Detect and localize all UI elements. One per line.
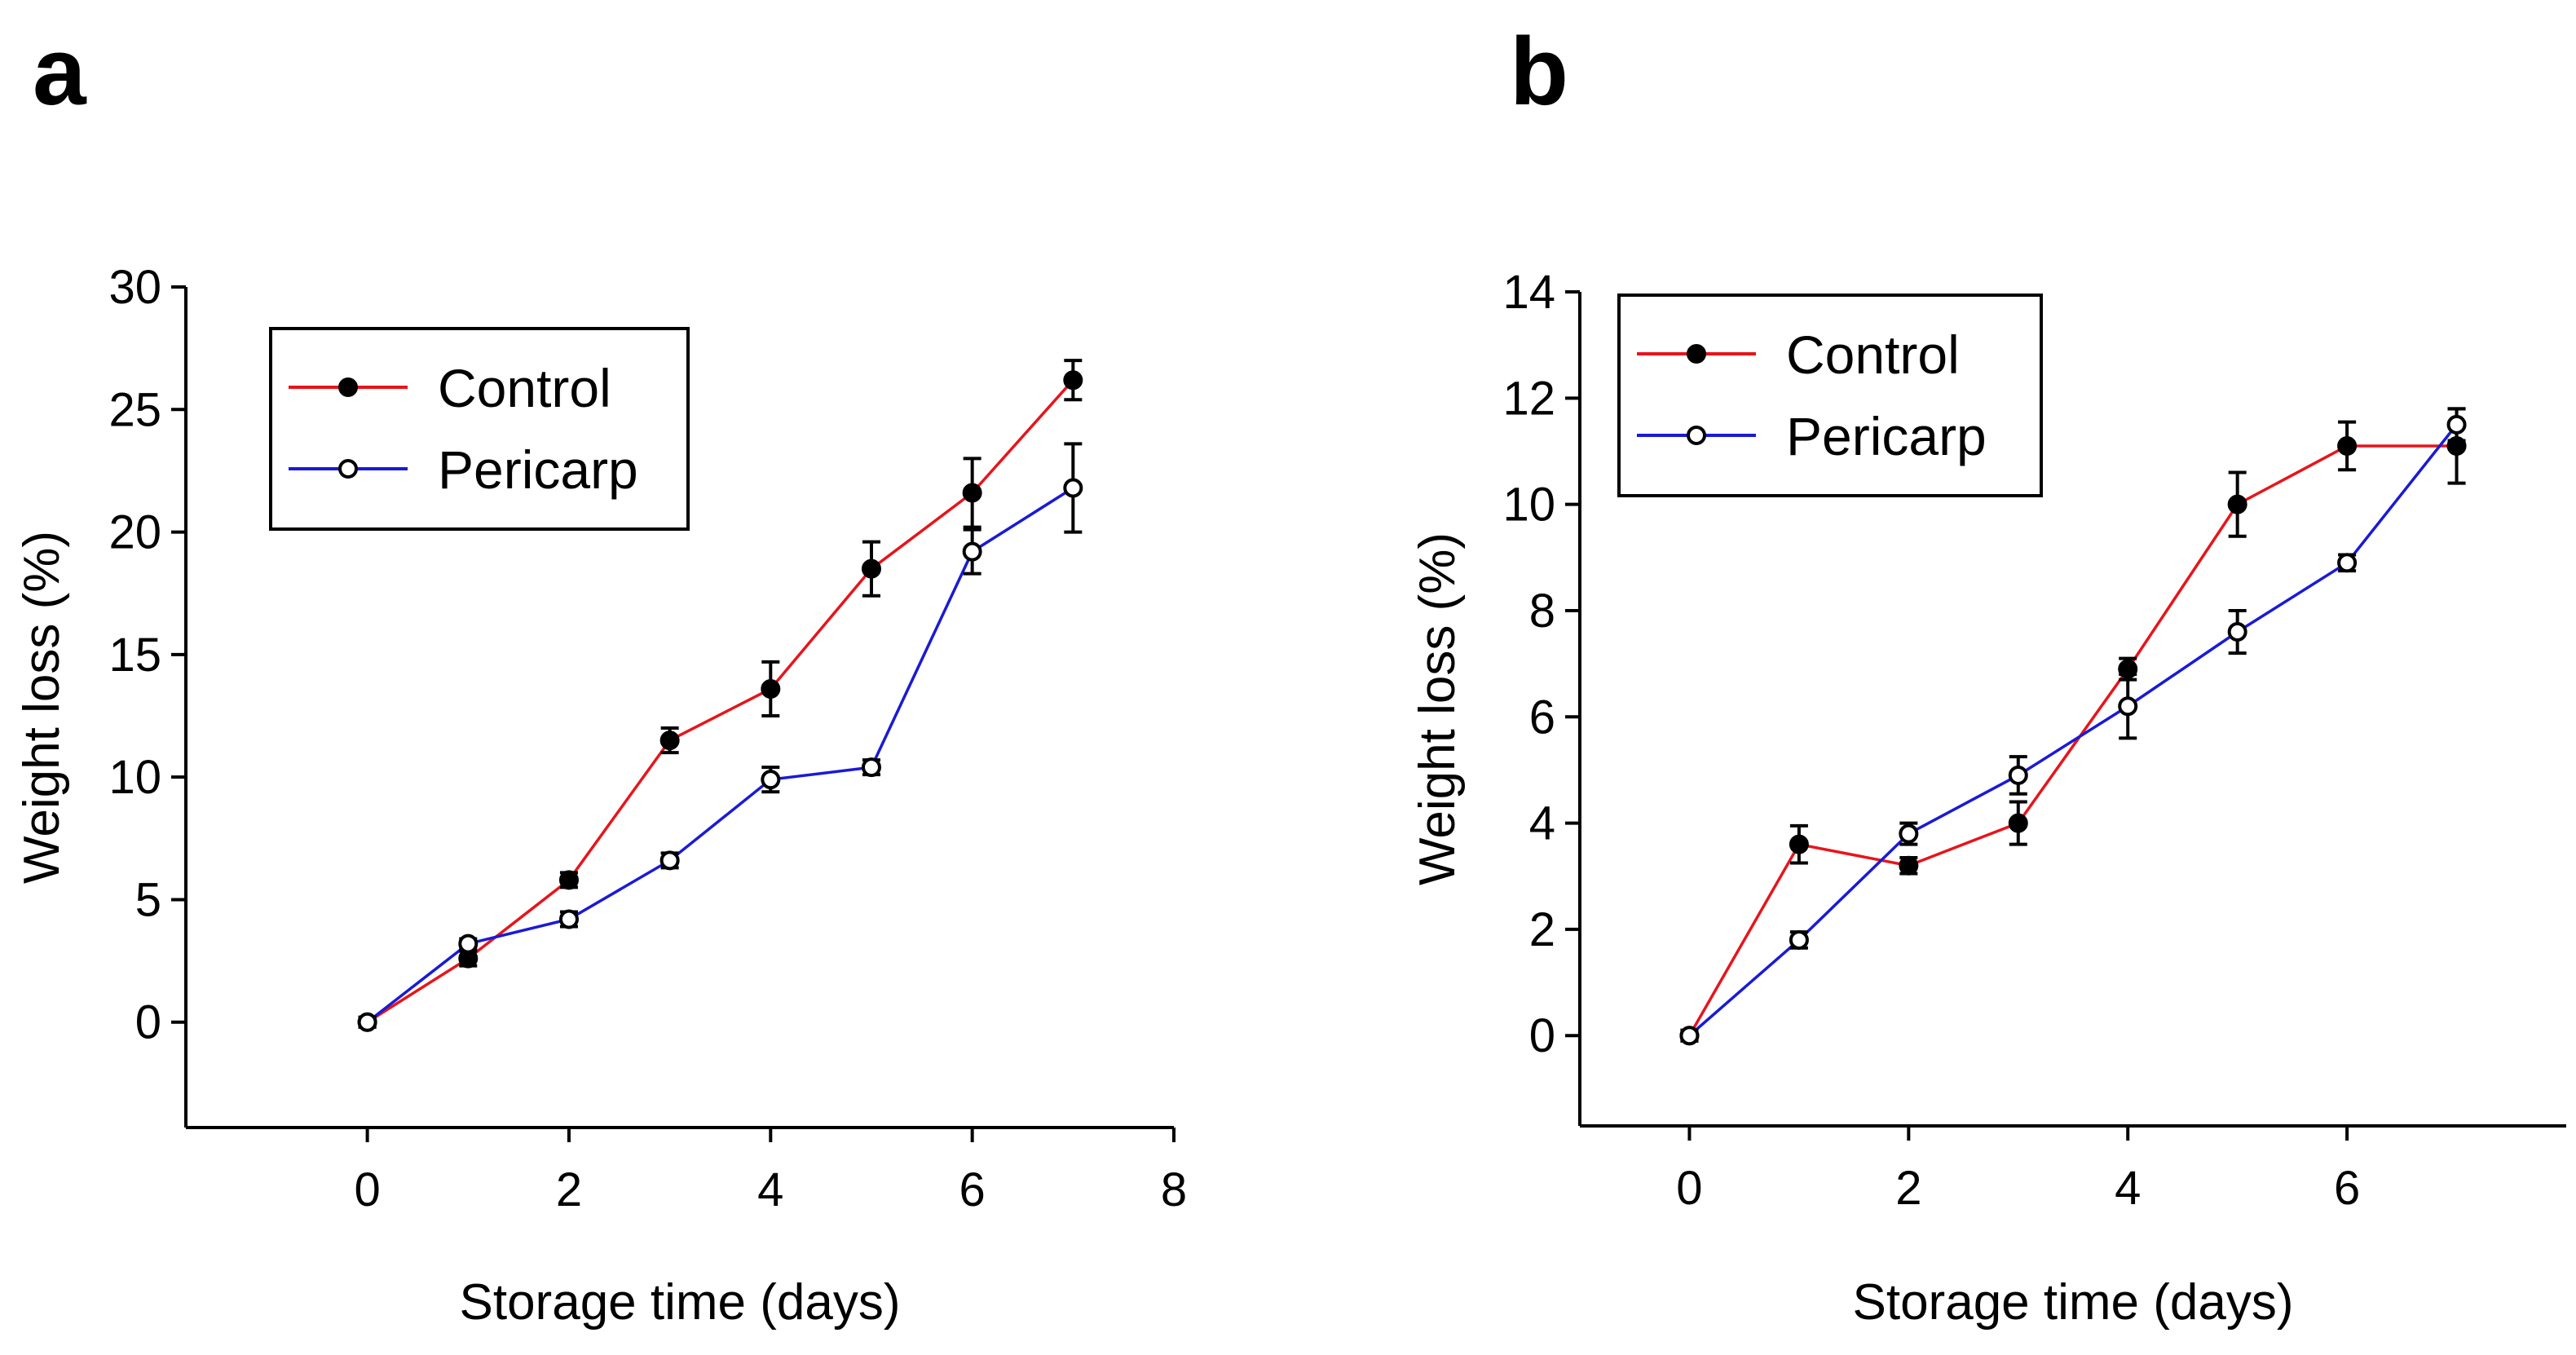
x-tick-label: 6	[2334, 1162, 2360, 1215]
x-tick-label: 0	[354, 1163, 380, 1216]
data-point-control	[1899, 855, 1919, 876]
legend-marker-pericarp	[338, 459, 358, 479]
y-tick-label: 25	[108, 383, 161, 436]
legend-marker-control	[338, 377, 358, 397]
x-axis-title: Storage time (days)	[1853, 1274, 2294, 1331]
y-tick-label: 14	[1502, 266, 1555, 319]
chart-panel-a: 0 5 10 15 20 25 30 0 2 4 6 8 Storage time (days) Weig…	[14, 261, 1187, 1331]
x-tick-label: 4	[757, 1163, 783, 1216]
data-point-pericarp	[861, 757, 881, 778]
data-point-pericarp	[1899, 823, 1919, 844]
legend-marker-pericarp	[1687, 426, 1706, 445]
x-tick-label: 6	[959, 1163, 986, 1216]
data-point-control	[2008, 813, 2028, 833]
y-tick-label: 30	[108, 261, 161, 314]
x-tick-label: 4	[2115, 1162, 2141, 1215]
data-point-control	[861, 558, 881, 579]
x-tick-label: 2	[1895, 1162, 1921, 1215]
y-tick-label: 4	[1529, 797, 1555, 850]
data-point-pericarp	[458, 933, 479, 954]
data-point-control	[2227, 494, 2247, 514]
x-tick-label: 8	[1161, 1163, 1187, 1216]
y-tick-label: 12	[1502, 372, 1555, 425]
x-tick-label: 2	[556, 1163, 582, 1216]
legend-label-pericarp: Pericarp	[1786, 406, 1987, 466]
y-tick-label: 20	[108, 506, 161, 559]
y-axis-title: Weight loss (%)	[14, 531, 70, 884]
y-tick-label: 10	[1502, 479, 1555, 532]
y-tick-label: 6	[1529, 691, 1555, 744]
data-point-pericarp	[1789, 929, 1809, 950]
data-point-pericarp	[2337, 553, 2358, 573]
series-line-control	[1687, 444, 2457, 1037]
y-axis-title: Weight loss (%)	[1409, 532, 1466, 885]
y-tick-label: 15	[108, 629, 161, 682]
y-tick-label: 0	[1529, 1009, 1555, 1062]
data-point-control	[962, 483, 982, 503]
y-tick-label: 10	[108, 751, 161, 804]
data-point-control	[1789, 834, 1809, 854]
x-tick-label: 0	[1676, 1162, 1702, 1215]
legend-label-control: Control	[1786, 324, 1960, 385]
data-point-pericarp	[1679, 1026, 1700, 1046]
data-point-pericarp	[659, 850, 680, 871]
data-point-pericarp	[2227, 622, 2247, 642]
series-line-pericarp	[1688, 423, 2458, 1037]
y-tick-label: 2	[1529, 903, 1555, 956]
panel-letter-a: a	[33, 18, 87, 126]
series-line-control	[366, 379, 1074, 1024]
y-tick-label: 8	[1529, 585, 1555, 638]
legend-marker-control	[1687, 344, 1706, 364]
panel-letter-b: b	[1510, 18, 1568, 126]
data-point-pericarp	[2118, 696, 2138, 717]
data-point-pericarp	[761, 770, 781, 790]
data-point-control	[2337, 435, 2358, 456]
legend-label-pericarp: Pericarp	[438, 439, 638, 500]
data-point-pericarp	[558, 909, 579, 929]
data-point-pericarp	[357, 1012, 377, 1032]
data-point-control	[558, 870, 579, 890]
data-point-pericarp	[962, 541, 982, 562]
data-point-control	[1063, 370, 1083, 391]
legend-label-control: Control	[438, 358, 611, 418]
legend-box	[269, 327, 690, 531]
series-line-pericarp	[366, 486, 1074, 1024]
data-point-pericarp	[1063, 478, 1083, 498]
data-point-pericarp	[2008, 765, 2028, 785]
data-point-pericarp	[2446, 414, 2467, 435]
y-tick-label: 5	[135, 873, 161, 926]
x-axis-title: Storage time (days)	[460, 1274, 901, 1331]
y-tick-label: 0	[135, 996, 161, 1049]
legend-box	[1617, 294, 2043, 497]
chart-panel-b: 0 2 4 6 8 10 12 14 0 2 4 6 Storage time (days) Weight…	[1409, 266, 2566, 1331]
data-point-control	[761, 678, 781, 699]
data-point-control	[659, 730, 680, 751]
